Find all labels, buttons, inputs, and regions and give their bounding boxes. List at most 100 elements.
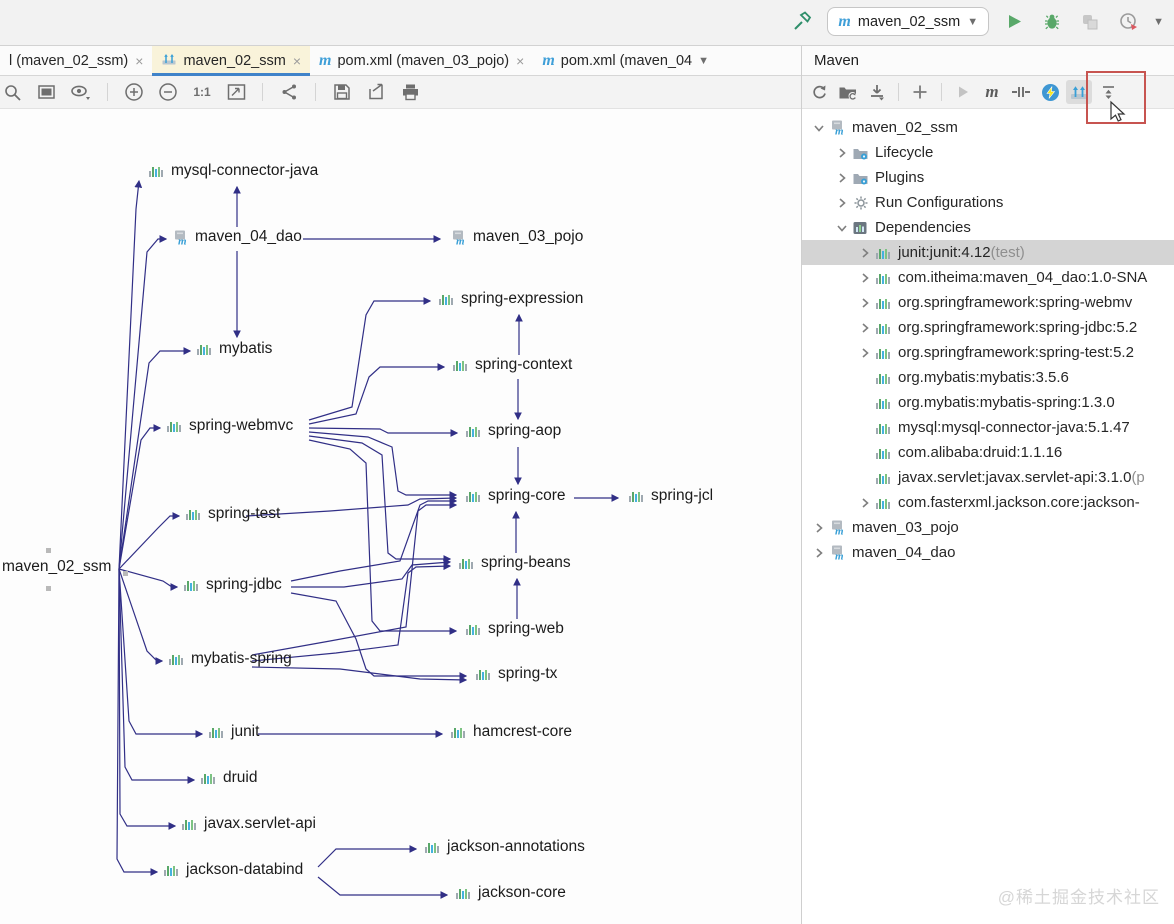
diagram-node-spring-jcl[interactable]: spring-jcl	[628, 487, 713, 505]
editor-tab-pom-xml-maven_04[interactable]: m pom.xml (maven_04 ▼	[533, 46, 718, 75]
library-icon	[438, 291, 455, 307]
chevron-right-icon[interactable]	[856, 322, 874, 334]
diagram-node-spring-expression[interactable]: spring-expression	[438, 290, 583, 308]
tree-row-com.itheima-maven_04_dao-1.0-SNA[interactable]: com.itheima:maven_04_dao:1.0-SNA	[802, 265, 1174, 290]
tree-row-label: mysql:mysql-connector-java:5.1.47	[898, 419, 1130, 436]
close-tab-icon[interactable]: ×	[292, 52, 301, 69]
tree-row-mysql-mysql-connector-java-5.1.47[interactable]: mysql:mysql-connector-java:5.1.47	[802, 415, 1174, 440]
chevron-right-icon[interactable]	[856, 347, 874, 359]
chevron-right-icon[interactable]	[856, 247, 874, 259]
layout-button[interactable]	[276, 80, 302, 104]
diagram-node-mysql-connector-java[interactable]: mysql-connector-java	[148, 162, 318, 180]
tree-row-javax.servlet-javax.servlet-api-3.1.0[interactable]: javax.servlet:javax.servlet-api:3.1.0 (p	[802, 465, 1174, 490]
diagram-node-maven_03_pojo[interactable]: m maven_03_pojo	[450, 228, 583, 246]
tree-row-org.springframework-spring-webmv[interactable]: org.springframework:spring-webmv	[802, 290, 1174, 315]
skip-tests-button[interactable]	[1008, 80, 1034, 104]
diagram-node-junit[interactable]: junit	[208, 723, 259, 741]
reimport-button[interactable]	[806, 80, 832, 104]
profiler-button[interactable]	[1115, 10, 1141, 34]
diagram-node-hamcrest-core[interactable]: hamcrest-core	[450, 723, 572, 741]
edge-spring-test-to-spring-core	[245, 494, 458, 517]
diagram-node-jackson-annotations[interactable]: jackson-annotations	[424, 838, 585, 856]
run-configuration-label: maven_02_ssm	[857, 13, 961, 30]
tree-row-org.springframework-spring-test-5.2[interactable]: org.springframework:spring-test:5.2	[802, 340, 1174, 365]
generate-sources-button[interactable]	[835, 80, 861, 104]
selection-handle	[46, 548, 51, 553]
tree-row-maven_02_ssm[interactable]: m maven_02_ssm	[802, 115, 1174, 140]
diagram-node-jackson-databind[interactable]: jackson-databind	[163, 861, 303, 879]
chevron-right-icon[interactable]	[833, 172, 851, 184]
zoom-out-button[interactable]	[155, 80, 181, 104]
tree-row-com.alibaba-druid-1.1.16[interactable]: com.alibaba:druid:1.1.16	[802, 440, 1174, 465]
execute-maven-goal-button[interactable]: m	[985, 82, 999, 101]
chevron-right-icon[interactable]	[856, 272, 874, 284]
coverage-button[interactable]	[1077, 10, 1103, 34]
chevron-right-icon[interactable]	[833, 147, 851, 159]
visibility-icon[interactable]	[68, 80, 94, 104]
diagram-node-druid[interactable]: druid	[200, 769, 257, 787]
tree-row-com.fasterxml.jackson.core-jackson-[interactable]: com.fasterxml.jackson.core:jackson-	[802, 490, 1174, 515]
diagram-node-spring-webmvc[interactable]: spring-webmvc	[166, 417, 293, 435]
diagram-node-spring-web[interactable]: spring-web	[465, 620, 564, 638]
chevron-right-icon[interactable]	[810, 522, 828, 534]
diagram-node-mybatis-spring[interactable]: mybatis-spring	[168, 650, 292, 668]
diagram-node-spring-aop[interactable]: spring-aop	[465, 422, 561, 440]
tree-row-label: javax.servlet:javax.servlet-api:3.1.0	[898, 469, 1132, 486]
run-maven-build-button[interactable]	[950, 80, 976, 104]
tab-overflow-chevron-icon[interactable]: ▼	[698, 54, 710, 67]
diagram-node-spring-beans[interactable]: spring-beans	[458, 554, 571, 572]
collapse-all-button[interactable]	[1095, 80, 1121, 104]
diagram-node-spring-test[interactable]: spring-test	[185, 505, 280, 523]
actual-size-button[interactable]: 1:1	[193, 85, 211, 99]
search-icon[interactable]	[0, 80, 26, 104]
debug-button[interactable]	[1039, 10, 1065, 34]
diagram-node-root-maven_02_ssm[interactable]: maven_02_ssm	[2, 558, 111, 576]
chevron-right-icon[interactable]	[833, 197, 851, 209]
save-diagram-button[interactable]	[329, 80, 355, 104]
print-button[interactable]	[397, 80, 423, 104]
tree-row-Dependencies[interactable]: Dependencies	[802, 215, 1174, 240]
build-hammer-icon[interactable]	[789, 10, 815, 34]
tree-row-org.mybatis-mybatis-spring-1.3.0[interactable]: org.mybatis:mybatis-spring:1.3.0	[802, 390, 1174, 415]
thumbnail-view-icon[interactable]	[34, 80, 60, 104]
editor-tab-pom-xml-maven_03_pojo-[interactable]: m pom.xml (maven_03_pojo) ×	[310, 46, 533, 75]
tree-row-maven_03_pojo[interactable]: m maven_03_pojo	[802, 515, 1174, 540]
chevron-down-icon[interactable]	[833, 222, 851, 234]
tree-row-maven_04_dao[interactable]: m maven_04_dao	[802, 540, 1174, 565]
diagram-node-spring-context[interactable]: spring-context	[452, 356, 572, 374]
tree-row-org.mybatis-mybatis-3.5.6[interactable]: org.mybatis:mybatis:3.5.6	[802, 365, 1174, 390]
lightning-plugin-button[interactable]	[1037, 80, 1063, 104]
add-maven-project-button[interactable]	[907, 80, 933, 104]
tree-row-junit-junit-4.12[interactable]: junit:junit:4.12 (test)	[802, 240, 1174, 265]
zoom-in-button[interactable]	[121, 80, 147, 104]
tree-row-label: Dependencies	[875, 219, 971, 236]
diagram-node-mybatis[interactable]: mybatis	[196, 340, 272, 358]
diagram-node-spring-tx[interactable]: spring-tx	[475, 665, 557, 683]
editor-tab-l-maven_02_ssm-[interactable]: l (maven_02_ssm) ×	[0, 46, 152, 75]
diagram-node-jackson-core[interactable]: jackson-core	[455, 884, 566, 902]
tree-row-org.springframework-spring-jdbc-5.2[interactable]: org.springframework:spring-jdbc:5.2	[802, 315, 1174, 340]
fit-content-button[interactable]	[223, 80, 249, 104]
close-tab-icon[interactable]: ×	[516, 52, 525, 69]
run-configuration-select[interactable]: m maven_02_ssm ▼	[827, 7, 990, 36]
show-dependencies-button[interactable]	[1066, 80, 1092, 104]
diagram-node-spring-jdbc[interactable]: spring-jdbc	[183, 576, 282, 594]
chevron-right-icon[interactable]	[810, 547, 828, 559]
tree-row-Lifecycle[interactable]: Lifecycle	[802, 140, 1174, 165]
export-diagram-button[interactable]	[363, 80, 389, 104]
run-button[interactable]	[1001, 10, 1027, 34]
diagram-node-spring-core[interactable]: spring-core	[465, 487, 566, 505]
edge-spring-webmvc-to-spring-beans	[308, 435, 452, 563]
close-tab-icon[interactable]: ×	[135, 52, 144, 69]
chevron-right-icon[interactable]	[856, 497, 874, 509]
diagram-node-maven_04_dao[interactable]: m maven_04_dao	[172, 228, 302, 246]
chevron-right-icon[interactable]	[856, 297, 874, 309]
tree-row-Plugins[interactable]: Plugins	[802, 165, 1174, 190]
library-icon	[148, 163, 165, 179]
diagram-node-javax.servlet-api[interactable]: javax.servlet-api	[181, 815, 316, 833]
tree-row-Run-Configurations[interactable]: Run Configurations	[802, 190, 1174, 215]
download-sources-button[interactable]	[864, 80, 890, 104]
chevron-down-icon[interactable]	[810, 122, 828, 134]
more-chevron-icon[interactable]: ▼	[1153, 15, 1164, 28]
editor-tab-maven_02_ssm[interactable]: maven_02_ssm ×	[152, 46, 310, 76]
